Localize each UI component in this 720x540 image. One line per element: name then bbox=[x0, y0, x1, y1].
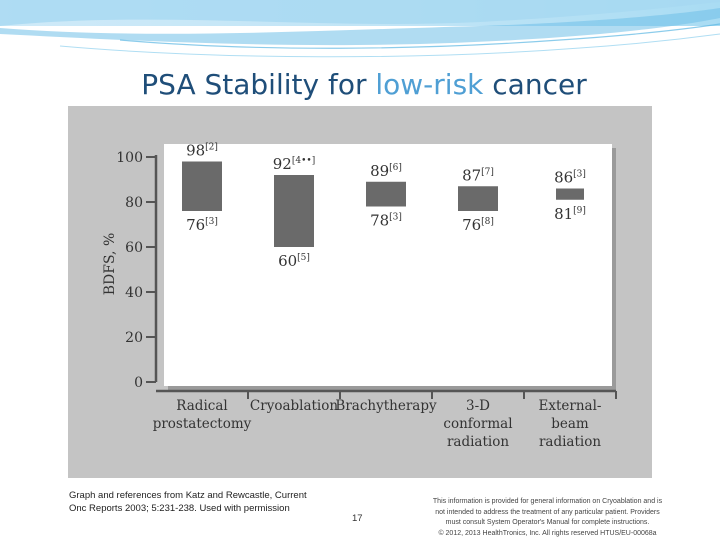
x-category-label: Cryoablation bbox=[250, 398, 338, 414]
disclaimer-line: This information is provided for general… bbox=[432, 498, 663, 505]
x-category-label: beam bbox=[551, 416, 589, 432]
high-value-label: 98[2] bbox=[186, 142, 218, 160]
title-highlight: low-risk bbox=[375, 68, 484, 101]
high-value-label: 87[7] bbox=[462, 166, 494, 184]
low-value-label: 78[3] bbox=[370, 212, 402, 230]
high-value-label: 89[6] bbox=[370, 162, 402, 180]
disclaimer: This information is provided for general… bbox=[405, 497, 690, 539]
x-category-label: radiation bbox=[447, 434, 509, 450]
low-value-label: 60[5] bbox=[278, 252, 310, 270]
y-tick-label: 0 bbox=[134, 375, 143, 391]
y-tick-label: 100 bbox=[116, 150, 143, 166]
range-bar bbox=[556, 188, 584, 200]
y-axis-label: BDFS, % bbox=[102, 233, 118, 296]
title-text: PSA Stability for bbox=[141, 68, 376, 101]
x-category-label: Radical bbox=[176, 398, 227, 414]
range-bar bbox=[458, 186, 498, 211]
x-category-label: prostatectomy bbox=[153, 416, 252, 432]
range-bar bbox=[366, 181, 406, 207]
range-bar bbox=[182, 161, 222, 211]
low-value-label: 81[9] bbox=[554, 205, 586, 223]
y-tick-label: 20 bbox=[125, 330, 143, 346]
plot-area bbox=[164, 144, 612, 386]
y-tick-label: 40 bbox=[125, 285, 143, 301]
range-bar bbox=[274, 175, 314, 247]
disclaimer-line: not intended to address the treatment of… bbox=[435, 508, 660, 516]
caption-line: Onc Reports 2003; 5:231-238. Used with p… bbox=[69, 503, 290, 514]
x-category-label: radiation bbox=[539, 434, 601, 450]
x-category-label: External- bbox=[539, 398, 602, 414]
disclaimer-line: © 2012, 2013 HealthTronics, Inc. All rig… bbox=[438, 529, 657, 537]
disclaimer-line: must consult System Operator's Manual fo… bbox=[445, 519, 650, 526]
page-number: 17 bbox=[352, 513, 363, 524]
title-text-end: cancer bbox=[483, 68, 587, 101]
decorative-banner bbox=[0, 0, 720, 60]
low-value-label: 76[3] bbox=[186, 216, 218, 234]
high-value-label: 92[4••] bbox=[273, 155, 315, 173]
x-category-label: Brachytherapy bbox=[335, 398, 437, 414]
caption-line: Graph and references from Katz and Rewca… bbox=[69, 490, 307, 501]
x-category-label: conformal bbox=[443, 416, 512, 432]
source-caption: Graph and references from Katz and Rewca… bbox=[69, 489, 339, 515]
x-category-label: 3-D bbox=[466, 398, 490, 414]
high-value-label: 86[3] bbox=[554, 169, 586, 187]
low-value-label: 76[8] bbox=[462, 216, 494, 234]
bdfs-chart: 0 20 40 60 80 100 BDFS, % 98[2] 76[3] Radical pros… bbox=[68, 106, 652, 478]
y-tick-label: 80 bbox=[125, 195, 143, 211]
slide-title: PSA Stability for low-risk cancer bbox=[0, 68, 720, 101]
y-tick-label: 60 bbox=[125, 240, 143, 256]
